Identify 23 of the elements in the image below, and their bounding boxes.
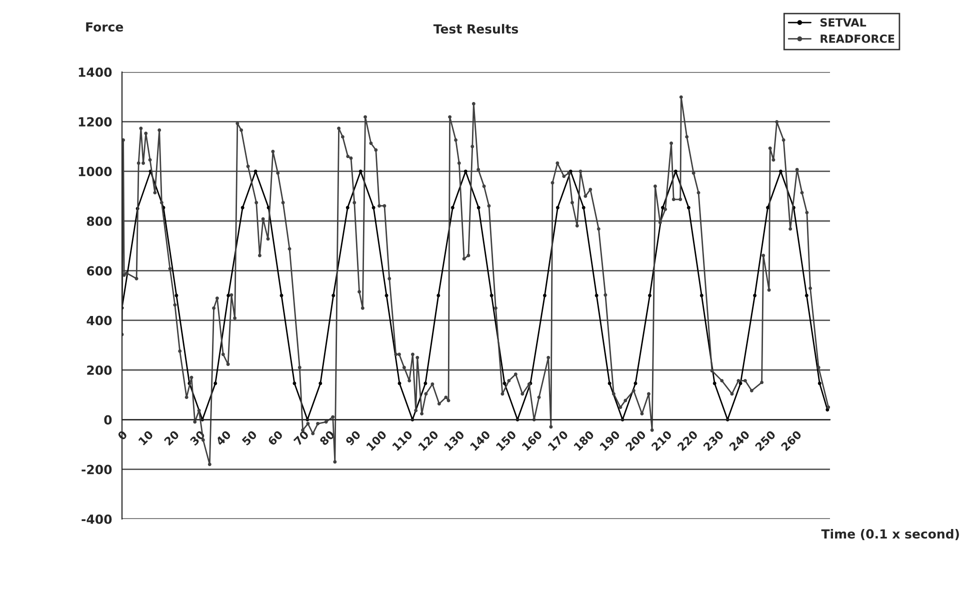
y-tick-label: 200	[87, 365, 112, 375]
y-tick-label: 400	[86, 316, 112, 326]
x-tick-label: 80	[319, 430, 336, 446]
x-tick-label: 70	[293, 430, 310, 446]
x-tick-label: 10	[138, 430, 154, 446]
x-tick-label: 20	[164, 430, 180, 446]
x-axis-title: Time (0.1 x second)	[821, 528, 959, 540]
y-tick-label: 1200	[78, 117, 112, 127]
y-tick-label: 1000	[78, 166, 112, 176]
y-tick-label: 0	[104, 415, 112, 425]
x-tick-label: 50	[241, 430, 258, 446]
legend-label: READFORCE	[820, 34, 894, 43]
y-tick-label: 800	[86, 216, 112, 226]
y-tick-label: 1400	[78, 67, 112, 77]
x-tick-label: 40	[215, 430, 232, 446]
y-tick-label: -400	[82, 514, 112, 524]
y-axis-title: Force	[86, 22, 124, 32]
y-tick-label: -200	[82, 464, 112, 474]
x-tick-label: 60	[267, 430, 284, 446]
y-tick-label: 600	[86, 266, 112, 276]
chart-title: Test Results	[433, 24, 518, 34]
legend-label: SETVAL	[820, 18, 866, 27]
x-tick-label: 90	[345, 430, 362, 446]
